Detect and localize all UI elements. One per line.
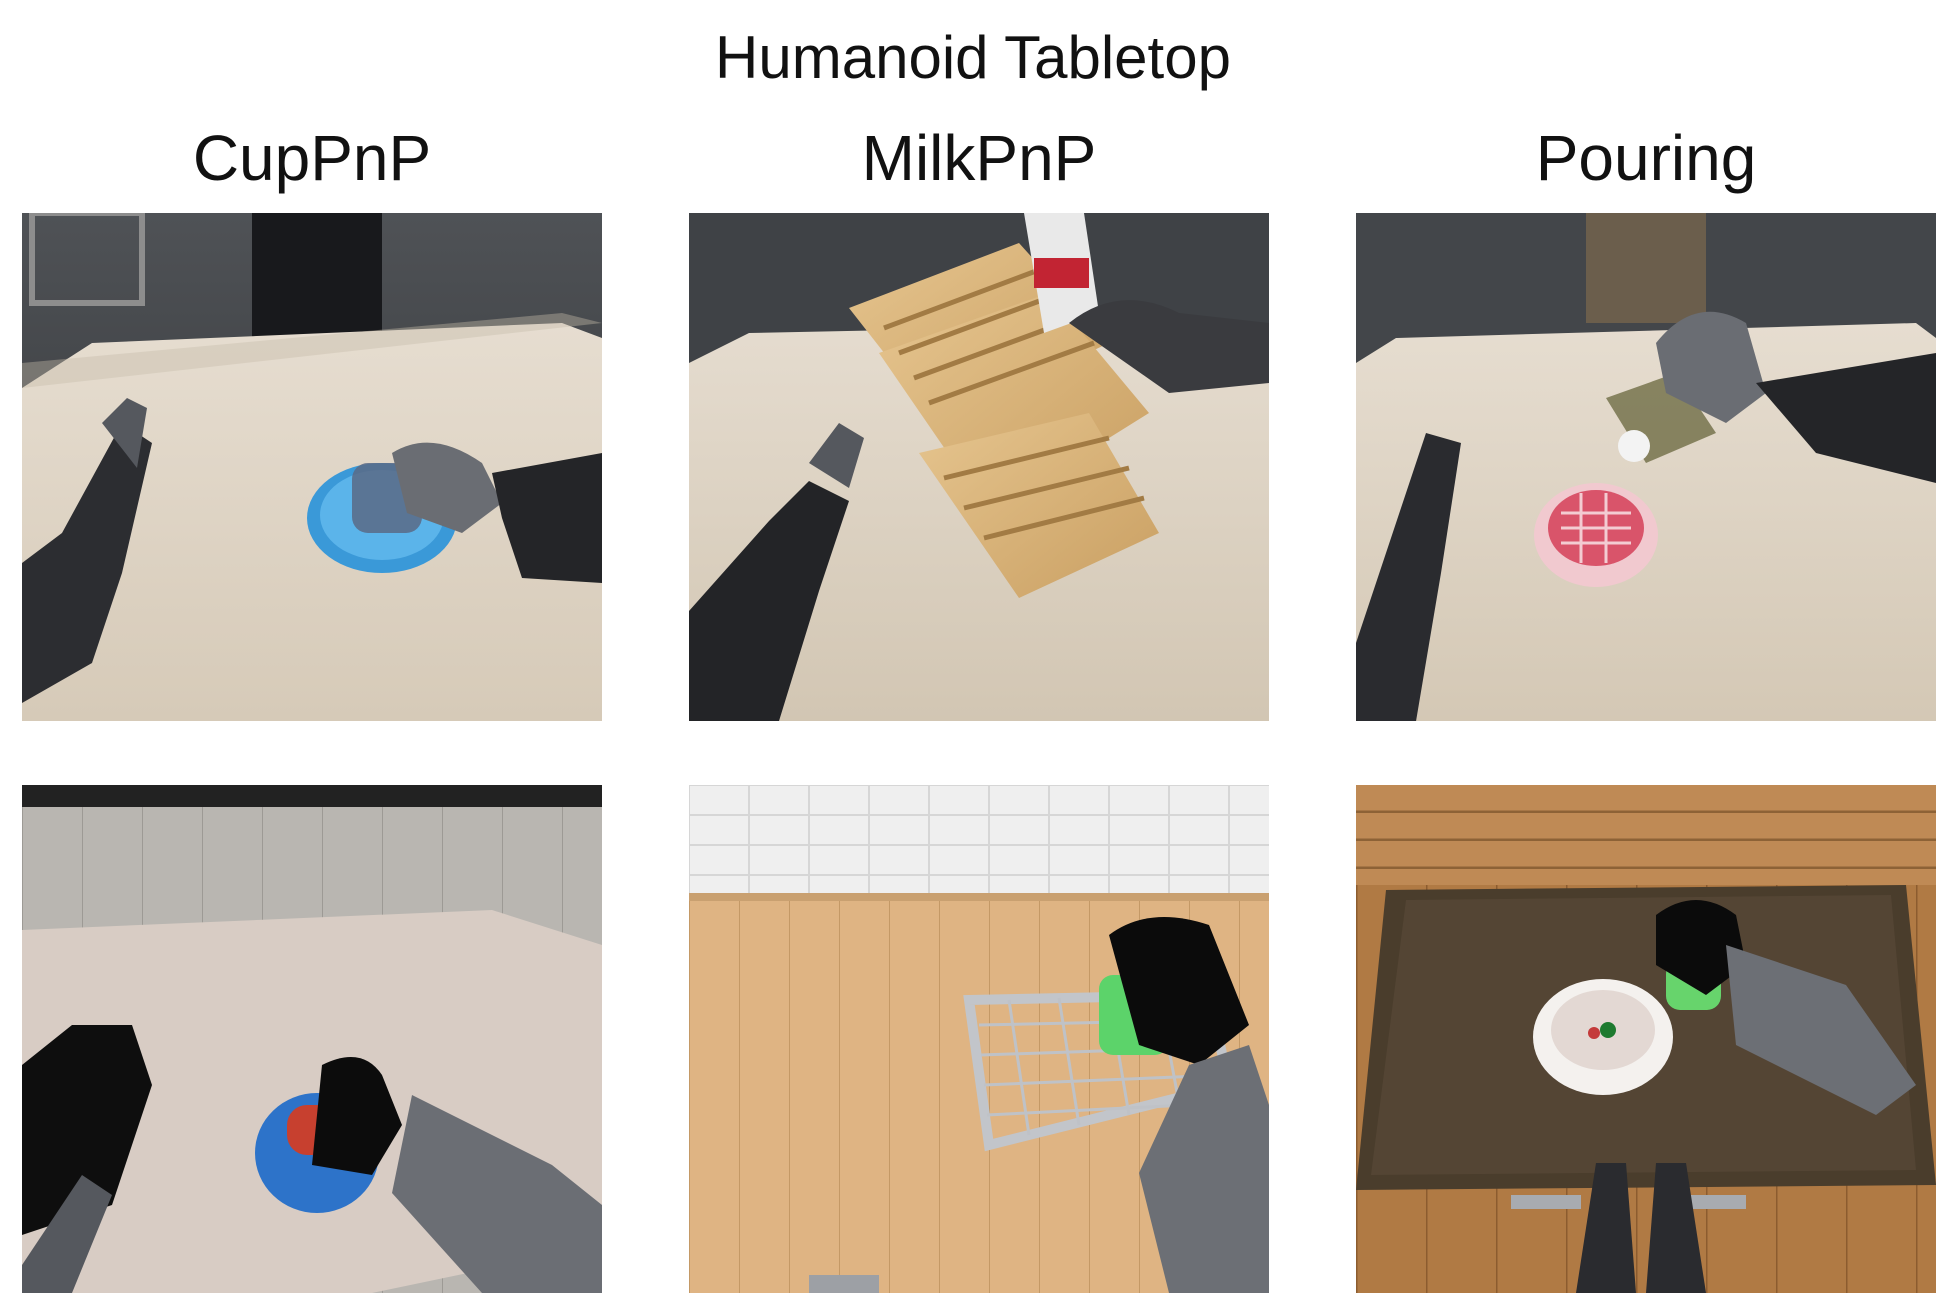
real-image-milkpnp: [689, 213, 1269, 721]
column-title-pouring: Pouring: [1535, 122, 1757, 194]
sim-image-cuppnp: [22, 785, 602, 1293]
sim-image-milkpnp: [689, 785, 1269, 1293]
real-image-cuppnp: [22, 213, 602, 721]
real-image-pouring: [1356, 213, 1936, 721]
column-title-milkpnp: MilkPnP: [861, 122, 1097, 194]
figure-title: Humanoid Tabletop: [715, 24, 1231, 91]
column-title-cuppnp: CupPnP: [192, 122, 432, 194]
sim-image-pouring: [1356, 785, 1936, 1293]
